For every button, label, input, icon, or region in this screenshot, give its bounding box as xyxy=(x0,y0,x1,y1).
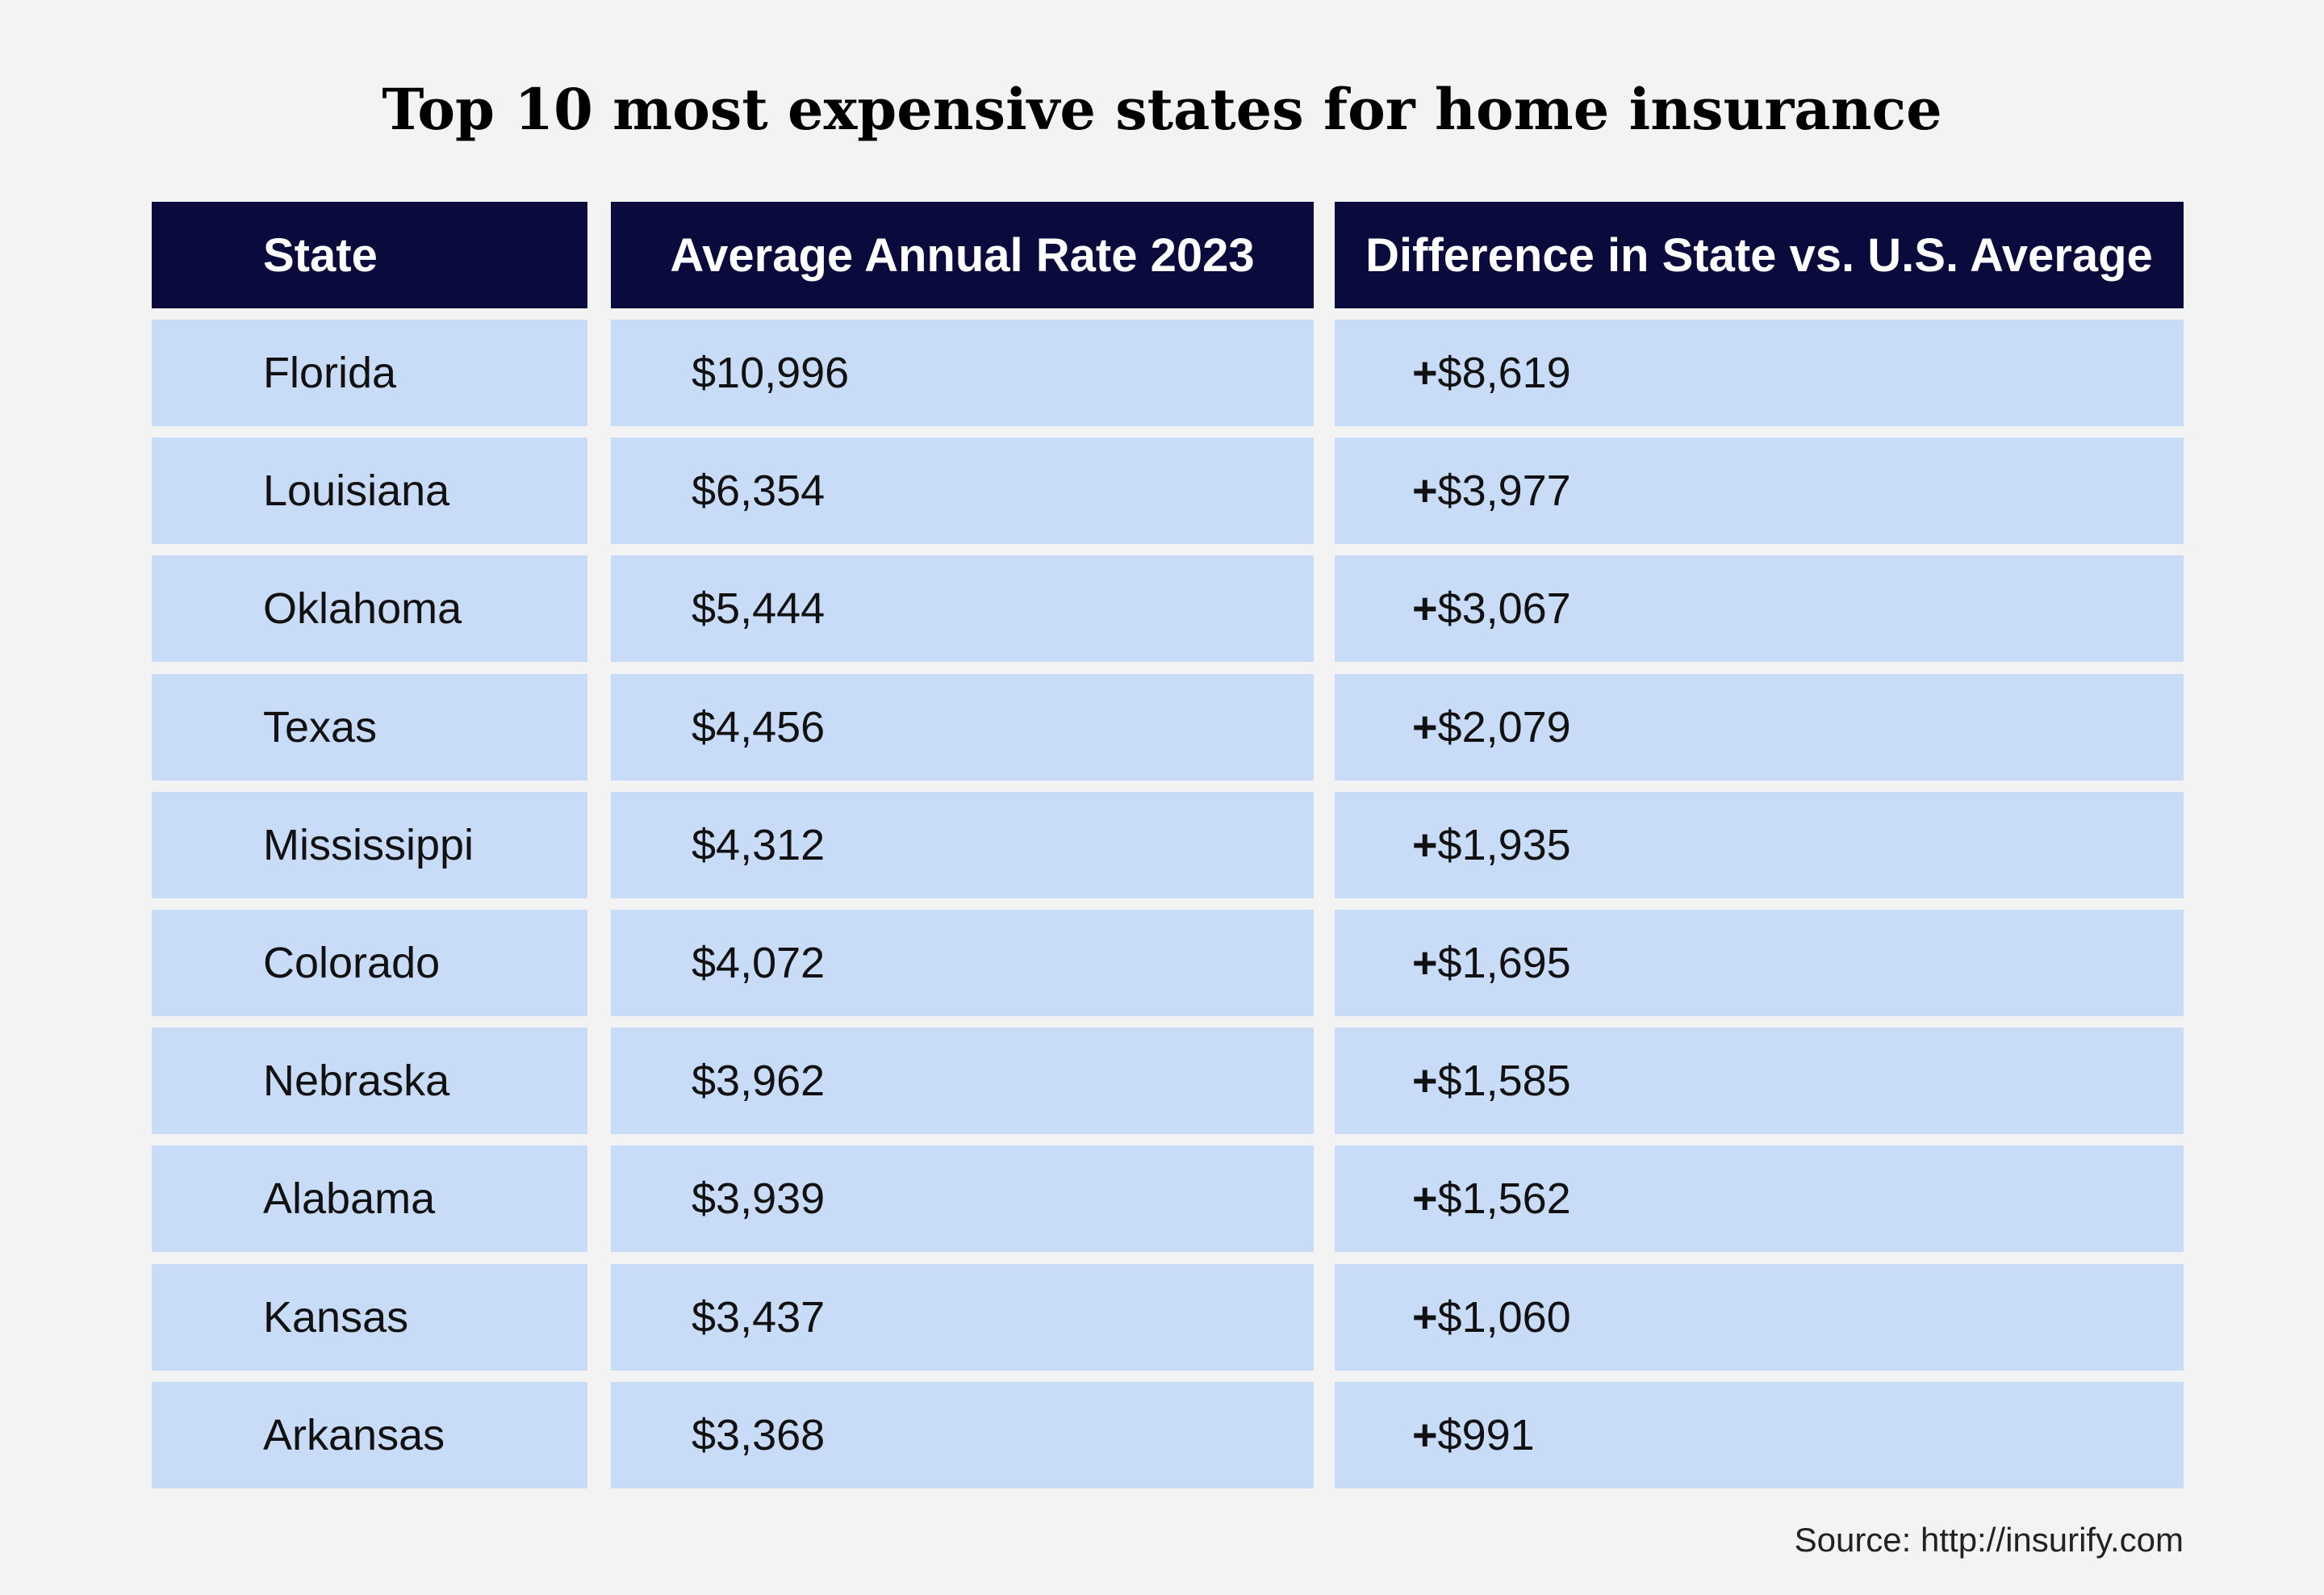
cell-average-rate: $3,368 xyxy=(611,1382,1314,1488)
cell-difference: + $1,695 xyxy=(1335,910,2184,1016)
difference-value: $1,562 xyxy=(1437,1174,1571,1223)
header-difference: Difference in State vs. U.S. Average xyxy=(1335,202,2184,308)
difference-sign: + xyxy=(1412,939,1438,987)
cell-average-rate: $5,444 xyxy=(611,555,1314,662)
cell-state: Nebraska xyxy=(152,1028,587,1134)
cell-difference: + $3,067 xyxy=(1335,555,2184,662)
difference-sign: + xyxy=(1412,467,1438,515)
cell-difference: + $1,585 xyxy=(1335,1028,2184,1134)
difference-sign: + xyxy=(1412,584,1438,633)
difference-sign: + xyxy=(1412,821,1438,869)
cell-difference: + $1,562 xyxy=(1335,1145,2184,1252)
cell-average-rate: $10,996 xyxy=(611,320,1314,426)
difference-value: $1,585 xyxy=(1437,1057,1571,1105)
cell-state: Texas xyxy=(152,674,587,781)
cell-average-rate: $4,072 xyxy=(611,910,1314,1016)
cell-state: Kansas xyxy=(152,1264,587,1371)
cell-average-rate: $4,456 xyxy=(611,674,1314,781)
cell-difference: + $991 xyxy=(1335,1382,2184,1488)
cell-state: Oklahoma xyxy=(152,555,587,662)
difference-value: $3,977 xyxy=(1437,467,1571,515)
difference-sign: + xyxy=(1412,1411,1438,1459)
cell-difference: + $1,060 xyxy=(1335,1264,2184,1371)
cell-state: Louisiana xyxy=(152,437,587,544)
cell-average-rate: $3,437 xyxy=(611,1264,1314,1371)
difference-value: $1,935 xyxy=(1437,821,1571,869)
header-average-annual-rate: Average Annual Rate 2023 xyxy=(611,202,1314,308)
difference-value: $3,067 xyxy=(1437,584,1571,633)
cell-average-rate: $4,312 xyxy=(611,792,1314,898)
source-note: Source: http://insurify.com xyxy=(1794,1521,2184,1559)
difference-value: $1,060 xyxy=(1437,1293,1571,1342)
header-state: State xyxy=(152,202,587,308)
difference-sign: + xyxy=(1412,1174,1438,1223)
cell-state: Colorado xyxy=(152,910,587,1016)
difference-value: $1,695 xyxy=(1437,939,1571,987)
difference-sign: + xyxy=(1412,1057,1438,1105)
difference-sign: + xyxy=(1412,1293,1438,1342)
cell-state: Mississippi xyxy=(152,792,587,898)
difference-value: $991 xyxy=(1437,1411,1535,1459)
cell-state: Florida xyxy=(152,320,587,426)
difference-value: $8,619 xyxy=(1437,349,1571,397)
cell-state: Alabama xyxy=(152,1145,587,1252)
cell-difference: + $3,977 xyxy=(1335,437,2184,544)
cell-difference: + $1,935 xyxy=(1335,792,2184,898)
cell-difference: + $2,079 xyxy=(1335,674,2184,781)
cell-state: Arkansas xyxy=(152,1382,587,1488)
difference-sign: + xyxy=(1412,349,1438,397)
difference-sign: + xyxy=(1412,703,1438,751)
difference-value: $2,079 xyxy=(1437,703,1571,751)
cell-average-rate: $6,354 xyxy=(611,437,1314,544)
chart-title: Top 10 most expensive states for home in… xyxy=(382,76,1942,143)
cell-average-rate: $3,939 xyxy=(611,1145,1314,1252)
cell-average-rate: $3,962 xyxy=(611,1028,1314,1134)
cell-difference: + $8,619 xyxy=(1335,320,2184,426)
